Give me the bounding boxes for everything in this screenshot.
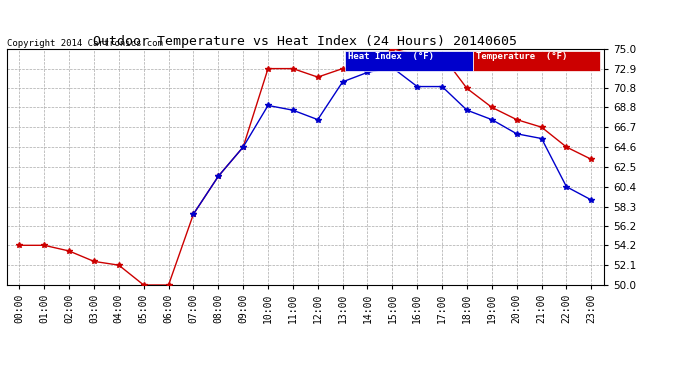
Text: Heat Index  (°F): Heat Index (°F) (348, 53, 435, 61)
Text: Copyright 2014 Cartronics.com: Copyright 2014 Cartronics.com (7, 39, 163, 48)
Title: Outdoor Temperature vs Heat Index (24 Hours) 20140605: Outdoor Temperature vs Heat Index (24 Ho… (93, 34, 518, 48)
Text: Temperature  (°F): Temperature (°F) (476, 53, 567, 61)
